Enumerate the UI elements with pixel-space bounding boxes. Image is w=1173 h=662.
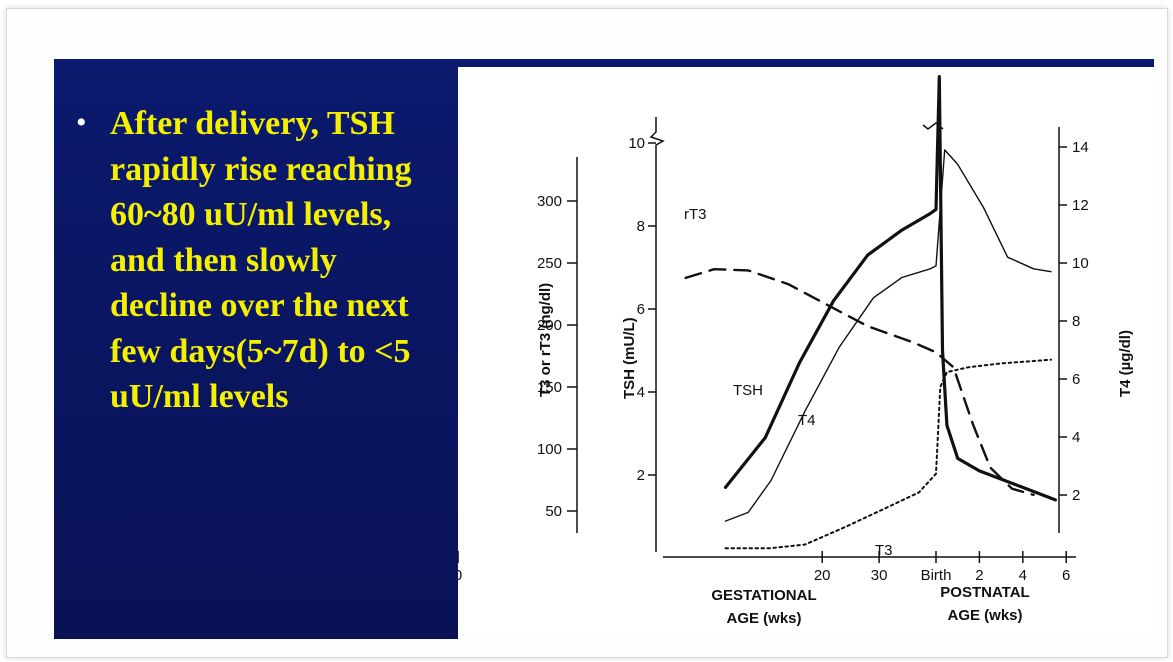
tsh-tick-label: 2 — [637, 467, 645, 484]
x-tick-label: 4 — [1019, 567, 1027, 584]
t4-tick-label: 6 — [1072, 371, 1080, 388]
text-panel: • After delivery, TSH rapidly rise reach… — [54, 59, 458, 639]
x-tick-label: 30 — [871, 567, 888, 584]
series-layer — [684, 75, 1057, 550]
tsh-tick-label: 6 — [637, 301, 645, 318]
t3-tick-label: 200 — [537, 317, 562, 334]
t3-tick-label: 50 — [545, 503, 562, 520]
x-axis-ticks: 0 20 30 Birth 2 4 6 — [454, 551, 1070, 584]
t4-tick-label: 14 — [1072, 139, 1089, 156]
t3-axis-ticks: 50 100 150 200 250 300 — [537, 193, 577, 520]
bullet-dot-icon: • — [76, 106, 87, 139]
title-bar-strip — [458, 59, 1154, 67]
x-tick-label: 2 — [975, 567, 983, 584]
x-tick-label: 6 — [1062, 567, 1070, 584]
tsh-tick-label: 10 — [628, 135, 645, 152]
tsh-axis-break-icon — [649, 117, 665, 187]
chart-svg: 50 100 150 200 250 300 2 4 6 8 10 2 4 6 8 10 12 14 0 20 3… — [454, 75, 1134, 627]
postnatal-label-line1: POSTNATAL — [940, 584, 1029, 601]
rt3-curve-label: rT3 — [684, 206, 707, 223]
t4-tick-label: 4 — [1072, 429, 1080, 446]
t4-axis-label: T4 (µg/dl) — [1117, 330, 1134, 397]
tsh-tick-label: 4 — [637, 384, 645, 401]
rt3-series-line — [684, 268, 1035, 497]
t4-tick-label: 12 — [1072, 197, 1089, 214]
t3-tick-label: 250 — [537, 255, 562, 272]
tsh-curve-label: TSH — [733, 382, 763, 399]
t4-series-line — [724, 149, 1052, 522]
presentation-slide: • After delivery, TSH rapidly rise reach… — [54, 59, 1154, 639]
t3-axis-label: T3 or rT3 (ng/dl) — [537, 283, 554, 397]
t3-tick-label: 300 — [537, 193, 562, 210]
t3-tick-label: 150 — [537, 379, 562, 396]
tsh-series-line — [723, 75, 1057, 502]
tsh-axis-ticks: 2 4 6 8 10 — [628, 135, 656, 484]
postnatal-label-line2: AGE (wks) — [947, 607, 1022, 624]
tsh-axis-label: TSH (mU/L) — [621, 317, 638, 399]
thyroid-hormone-chart: 50 100 150 200 250 300 2 4 6 8 10 2 4 6 8 10 12 14 0 20 3… — [454, 67, 1154, 639]
t3-curve-label: T3 — [875, 542, 893, 559]
bullet-text: After delivery, TSH rapidly rise reachin… — [110, 105, 412, 415]
x-tick-label: 0 — [458, 567, 462, 584]
t4-curve-label: T4 — [798, 412, 816, 429]
bullet-item: • After delivery, TSH rapidly rise reach… — [76, 101, 456, 420]
x-tick-label: Birth — [921, 567, 952, 584]
tsh-tick-label: 8 — [637, 218, 645, 235]
gestational-label-line2: AGE (wks) — [726, 610, 801, 627]
t4-tick-label: 8 — [1072, 313, 1080, 330]
t4-tick-label: 10 — [1072, 255, 1089, 272]
screenshot-frame: • After delivery, TSH rapidly rise reach… — [6, 8, 1168, 658]
x-tick-label: 20 — [814, 567, 831, 584]
t3-series-line — [724, 358, 1052, 550]
t4-axis-ticks: 2 4 6 8 10 12 14 — [1059, 139, 1089, 504]
t3-tick-label: 100 — [537, 441, 562, 458]
gestational-label-line1: GESTATIONAL — [711, 587, 816, 604]
t4-tick-label: 2 — [1072, 487, 1080, 504]
